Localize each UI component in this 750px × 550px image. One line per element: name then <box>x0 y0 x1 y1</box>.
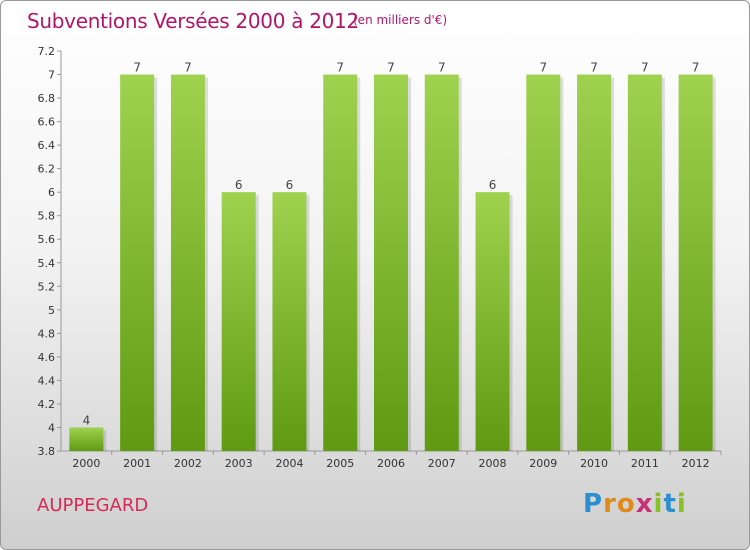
data-label-2012: 7 <box>692 61 700 75</box>
y-tick-label: 6.8 <box>38 92 56 105</box>
y-ticks: 3.8 4 4.2 4.4 4.6 4.8 5 5.2 5.4 5.6 5.8 6 6.2 6.4 6.6 6… <box>38 45 61 458</box>
bar-2006 <box>374 74 408 451</box>
bar-2002 <box>170 74 205 451</box>
y-tick-label: 5 <box>48 304 55 317</box>
x-tick-label: 2008 <box>479 457 507 470</box>
data-label-2007: 7 <box>438 61 446 75</box>
data-label-2006: 7 <box>387 61 395 75</box>
x-tick-label: 2011 <box>631 457 659 470</box>
logo-letter: t <box>663 489 677 519</box>
data-label-2003: 6 <box>235 178 243 192</box>
bar-2005 <box>323 74 358 451</box>
y-tick-label: 5.4 <box>38 257 56 270</box>
y-tick-label: 3.8 <box>38 445 56 458</box>
bar-2010 <box>577 74 612 451</box>
y-tick-label: 4.8 <box>38 327 56 340</box>
bar-2011 <box>627 74 662 451</box>
data-label-2010: 7 <box>590 61 598 75</box>
logo-letter: x <box>635 489 654 519</box>
x-tick-label: 2000 <box>72 457 100 470</box>
x-tick-label: 2010 <box>580 457 608 470</box>
y-tick-label: 7.2 <box>38 45 56 58</box>
y-tick-label: 6.2 <box>38 163 56 176</box>
y-tick-label: 6 <box>48 186 55 199</box>
x-tick-label: 2004 <box>275 457 303 470</box>
chart-unit: (en milliers d'€) <box>353 13 448 27</box>
data-label-2008: 6 <box>489 178 497 192</box>
bars: 4 7 7 6 6 7 7 7 6 7 7 7 7 <box>69 61 716 452</box>
data-label-2004: 6 <box>286 178 294 192</box>
chart-title: Subventions Versées 2000 à 2012 <box>27 9 359 33</box>
y-tick-label: 6.6 <box>38 116 56 129</box>
x-tick-label: 2005 <box>326 457 354 470</box>
bar-2003 <box>221 192 256 452</box>
bar-2001 <box>120 74 155 451</box>
bar-2012 <box>678 74 713 451</box>
logo-letter: r <box>603 489 617 519</box>
y-tick-label: 4.2 <box>38 398 56 411</box>
y-tick-label: 4 <box>48 421 55 434</box>
data-label-2000: 4 <box>83 413 91 427</box>
data-label-2009: 7 <box>539 61 547 75</box>
y-tick-label: 6.4 <box>38 139 56 152</box>
x-tick-label: 2007 <box>428 457 456 470</box>
logo-letter: o <box>616 489 636 519</box>
bar-2000 <box>69 427 104 451</box>
x-tick-label: 2006 <box>377 457 405 470</box>
x-tick-label: 2012 <box>682 457 710 470</box>
y-tick-label: 4.4 <box>38 374 56 387</box>
x-tick-label: 2001 <box>123 457 151 470</box>
data-label-2005: 7 <box>336 61 344 75</box>
y-tick-label: 5.6 <box>38 233 56 246</box>
x-tick-label: 2009 <box>529 457 557 470</box>
data-label-2002: 7 <box>184 61 192 75</box>
logo-letter: i <box>653 489 664 519</box>
proxiti-logo: Proxiti <box>583 489 687 519</box>
y-tick-label: 5.8 <box>38 210 56 223</box>
bar-2004 <box>272 192 307 452</box>
bar-2007 <box>424 74 459 451</box>
logo-letter: P <box>583 489 604 519</box>
x-tick-label: 2002 <box>174 457 202 470</box>
x-ticks: 2000 2001 2002 2003 2004 2005 2006 2007 2008 2009… <box>72 451 722 470</box>
y-tick-label: 7 <box>48 69 55 82</box>
logo-letter: i <box>676 489 687 519</box>
data-label-2011: 7 <box>641 61 649 75</box>
place-name: AUPPEGARD <box>37 495 149 516</box>
y-tick-label: 5.2 <box>38 280 56 293</box>
data-label-2001: 7 <box>133 61 141 75</box>
bar-2008 <box>475 192 510 452</box>
y-tick-label: 4.6 <box>38 351 56 364</box>
x-tick-label: 2003 <box>225 457 253 470</box>
bar-2009 <box>526 74 561 451</box>
